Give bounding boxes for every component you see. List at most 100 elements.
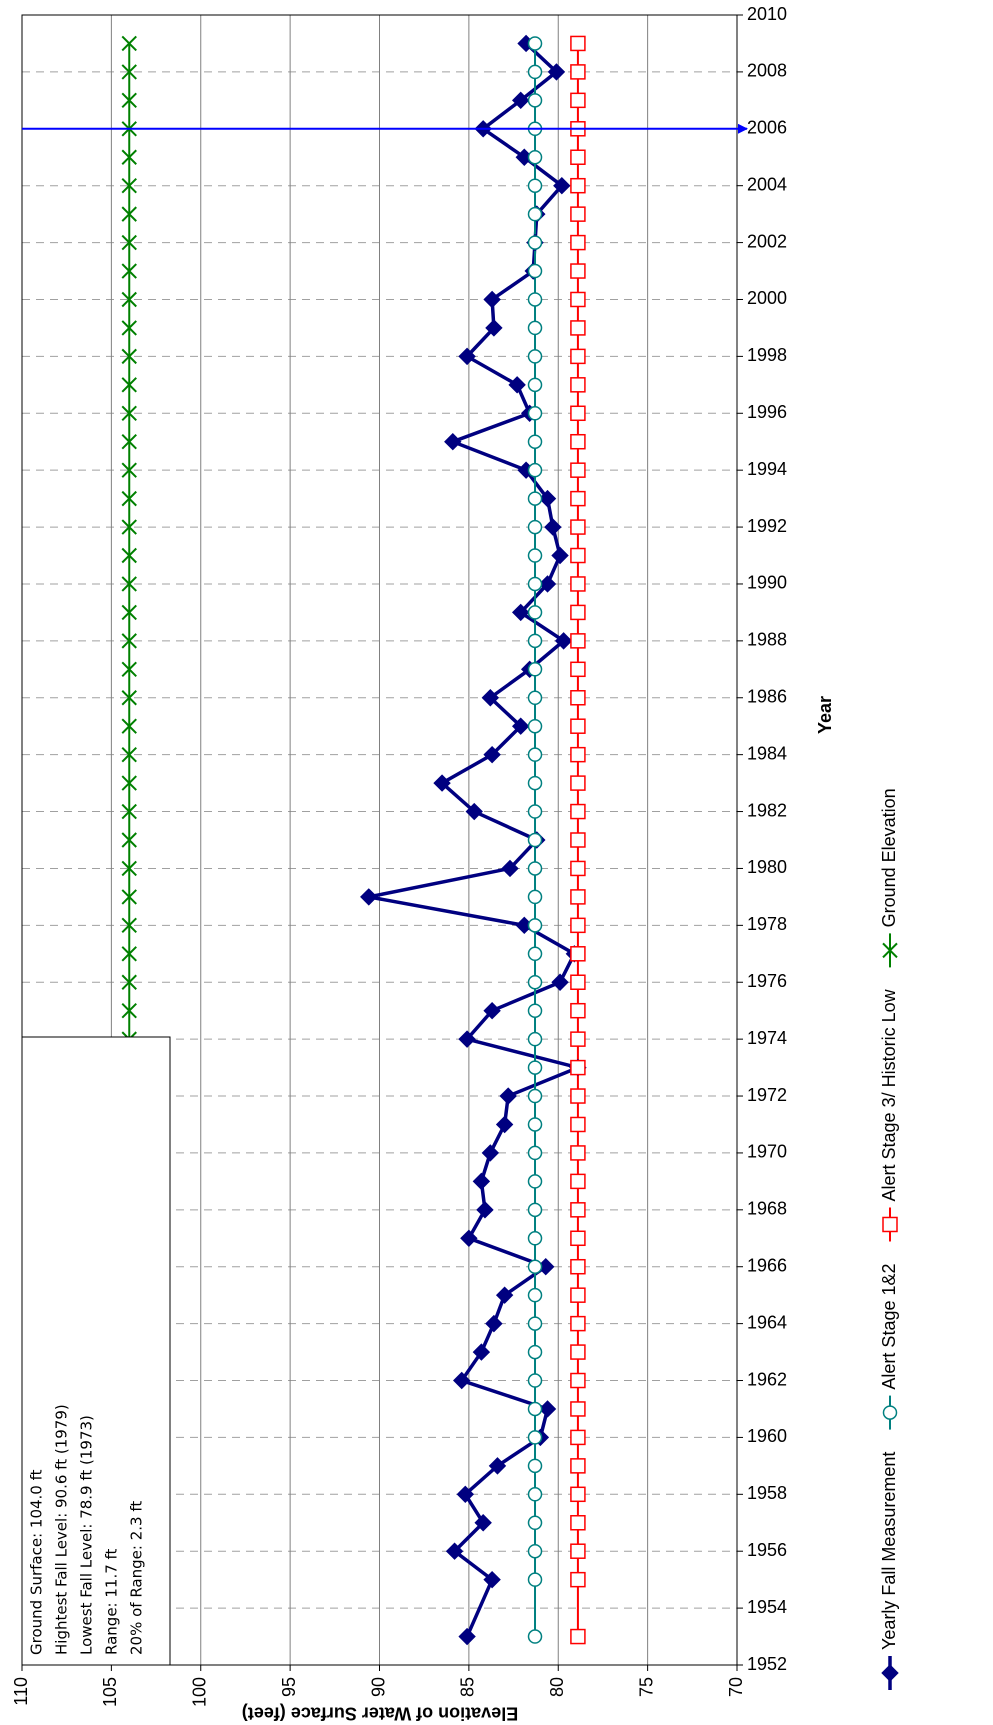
data-point: [538, 489, 557, 508]
data-point: [465, 802, 483, 821]
data-point: [527, 36, 543, 51]
data-point: [121, 889, 137, 905]
data-point: [538, 575, 557, 593]
data-point: [544, 518, 562, 536]
data-point: [527, 1088, 543, 1104]
data-point: [570, 917, 586, 934]
data-point: [570, 1372, 586, 1389]
data-point: [458, 347, 476, 366]
x-tick-label: 1980: [747, 857, 787, 877]
data-point: [121, 860, 137, 877]
data-point: [527, 377, 543, 393]
y-axis-title: Elevation of Water Surface (feet): [242, 1703, 518, 1723]
data-point: [527, 320, 543, 336]
data-point: [527, 519, 543, 535]
data-point: [570, 1202, 586, 1218]
data-point: [458, 1627, 476, 1646]
data-point: [570, 690, 586, 706]
x-tick-label: 1962: [747, 1369, 787, 1389]
legend-marker: [881, 1664, 899, 1682]
legend-label: Yearly Fall Measurement: [879, 1452, 899, 1650]
data-point: [121, 177, 137, 194]
x-tick-label: 2004: [747, 174, 787, 194]
data-point: [570, 177, 586, 194]
data-point: [499, 1087, 517, 1105]
x-tick-label: 1972: [747, 1085, 787, 1105]
data-point: [527, 263, 543, 279]
data-point: [527, 1231, 543, 1246]
data-point: [121, 604, 137, 621]
data-point: [527, 804, 543, 819]
data-point: [527, 861, 543, 876]
data-point: [483, 290, 501, 309]
y-tick-label: 80: [547, 1677, 567, 1697]
data-point: [527, 1629, 543, 1644]
data-point: [527, 1543, 543, 1559]
data-point: [527, 946, 543, 962]
data-point: [121, 234, 137, 251]
data-point: [537, 1258, 555, 1276]
data-point: [527, 918, 543, 933]
data-point: [551, 973, 569, 991]
x-tick-label: 2000: [747, 288, 787, 308]
legend-marker: [882, 1216, 898, 1233]
legend-label: Ground Elevation: [879, 788, 899, 927]
data-point: [570, 1515, 586, 1531]
data-point: [570, 1543, 586, 1559]
data-point: [360, 888, 378, 906]
data-point: [570, 889, 586, 905]
x-tick-label: 1954: [747, 1597, 787, 1617]
data-point: [527, 718, 543, 734]
data-point: [570, 661, 586, 678]
data-point: [527, 1515, 543, 1531]
data-point: [444, 433, 462, 451]
annotation-text: Lowest Fall Level: 78.9 ft (1973): [78, 1415, 96, 1655]
data-point: [485, 319, 503, 337]
data-point: [570, 1571, 586, 1588]
y-tick-label: 90: [368, 1677, 388, 1697]
x-tick-label: 2006: [747, 118, 787, 138]
data-point: [121, 576, 137, 592]
data-point: [483, 745, 501, 764]
x-tick-label: 1988: [747, 630, 787, 650]
data-point: [527, 548, 543, 563]
data-point: [121, 661, 137, 678]
data-point: [508, 376, 526, 394]
data-point: [570, 1258, 586, 1275]
data-point: [445, 1542, 464, 1560]
data-point: [547, 63, 566, 81]
data-point: [121, 490, 137, 507]
data-point: [570, 1145, 586, 1161]
data-point: [570, 1287, 586, 1303]
annotation-text: Hightest Fall Level: 90.6 ft (1979): [53, 1404, 71, 1655]
data-point: [121, 917, 137, 934]
annotation-text: 20% of Range: 2.3 ft: [128, 1501, 146, 1655]
data-point: [476, 1201, 494, 1219]
data-point: [570, 234, 586, 251]
data-point: [495, 1115, 514, 1134]
data-point: [472, 1343, 491, 1361]
data-point: [527, 605, 543, 620]
data-point: [483, 1001, 501, 1020]
data-point: [527, 1117, 543, 1132]
data-point: [121, 832, 137, 848]
data-point: [570, 1344, 586, 1360]
data-point: [551, 546, 569, 565]
data-point: [570, 348, 586, 365]
data-point: [527, 1287, 543, 1303]
data-point: [527, 889, 543, 905]
data-point: [121, 746, 137, 763]
data-point: [527, 1174, 543, 1189]
annotation-box: [21, 1036, 171, 1666]
data-point: [527, 406, 543, 421]
data-point: [527, 292, 543, 307]
legend-marker: [882, 1405, 898, 1420]
data-point: [121, 35, 137, 52]
data-point: [570, 832, 586, 848]
data-point: [527, 206, 543, 222]
data-point: [570, 1116, 586, 1133]
data-point: [488, 1457, 507, 1475]
data-point: [121, 946, 137, 962]
